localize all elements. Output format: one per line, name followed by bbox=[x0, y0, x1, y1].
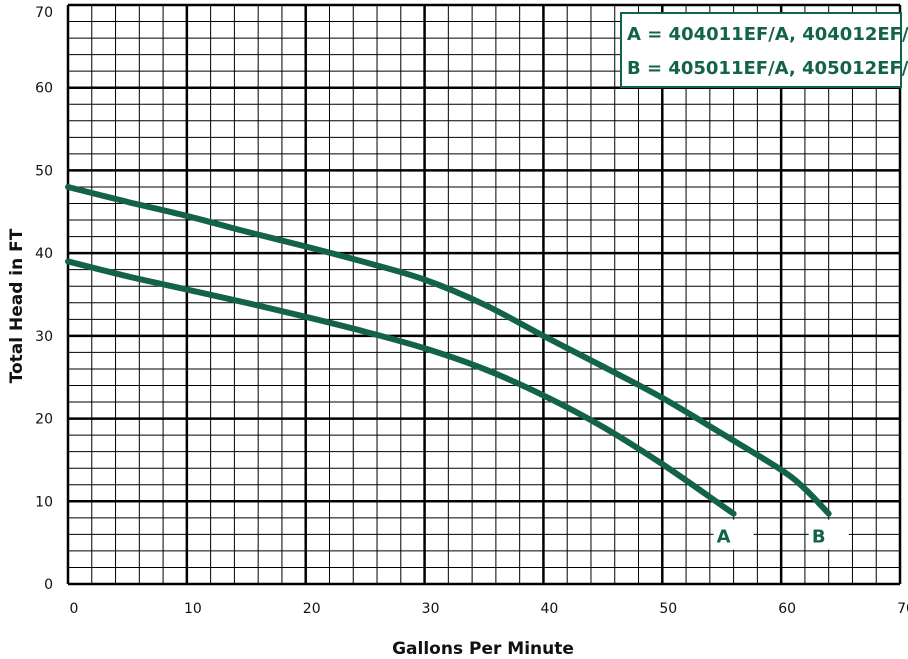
legend: A = 404011EF/A, 404012EF/A B = 405011EF/… bbox=[620, 12, 908, 88]
legend-entry-b: B = 405011EF/A, 405012EF/A bbox=[627, 58, 908, 79]
y-tick-label: 70 bbox=[35, 5, 53, 21]
major-grid bbox=[66, 3, 902, 586]
x-axis-tick-labels: 0 10 20 30 40 50 60 70 bbox=[70, 601, 908, 617]
curve-b bbox=[65, 183, 832, 517]
x-tick-label: 30 bbox=[422, 601, 440, 617]
y-tick-label: 40 bbox=[35, 246, 53, 262]
x-axis-title: Gallons Per Minute bbox=[392, 639, 574, 659]
legend-entry-a: A = 404011EF/A, 404012EF/A bbox=[627, 24, 908, 45]
x-tick-label: 70 bbox=[897, 601, 908, 617]
y-axis-title: Total Head in FT bbox=[7, 228, 27, 383]
y-tick-label: 30 bbox=[35, 329, 53, 345]
minor-grid bbox=[68, 5, 900, 584]
curve-label-box-a bbox=[713, 519, 754, 550]
y-tick-label: 50 bbox=[35, 163, 53, 179]
curve-a bbox=[65, 258, 737, 517]
y-tick-label: 10 bbox=[35, 494, 53, 510]
legend-inner-box bbox=[622, 14, 900, 86]
x-tick-label: 50 bbox=[659, 601, 677, 617]
y-axis-tick-labels: 0 10 20 30 40 50 60 70 bbox=[35, 5, 53, 593]
y-tick-label: 0 bbox=[44, 577, 53, 593]
curve-label-b: B bbox=[812, 527, 826, 548]
x-tick-label: 40 bbox=[541, 601, 559, 617]
x-tick-label: 20 bbox=[303, 601, 321, 617]
x-tick-label: 0 bbox=[70, 601, 79, 617]
y-tick-label: 20 bbox=[35, 412, 53, 428]
x-tick-label: 10 bbox=[184, 601, 202, 617]
curve-label-a: A bbox=[717, 527, 731, 548]
x-tick-label: 60 bbox=[778, 601, 796, 617]
y-tick-label: 60 bbox=[35, 81, 53, 97]
curve-label-box-b bbox=[808, 519, 849, 550]
